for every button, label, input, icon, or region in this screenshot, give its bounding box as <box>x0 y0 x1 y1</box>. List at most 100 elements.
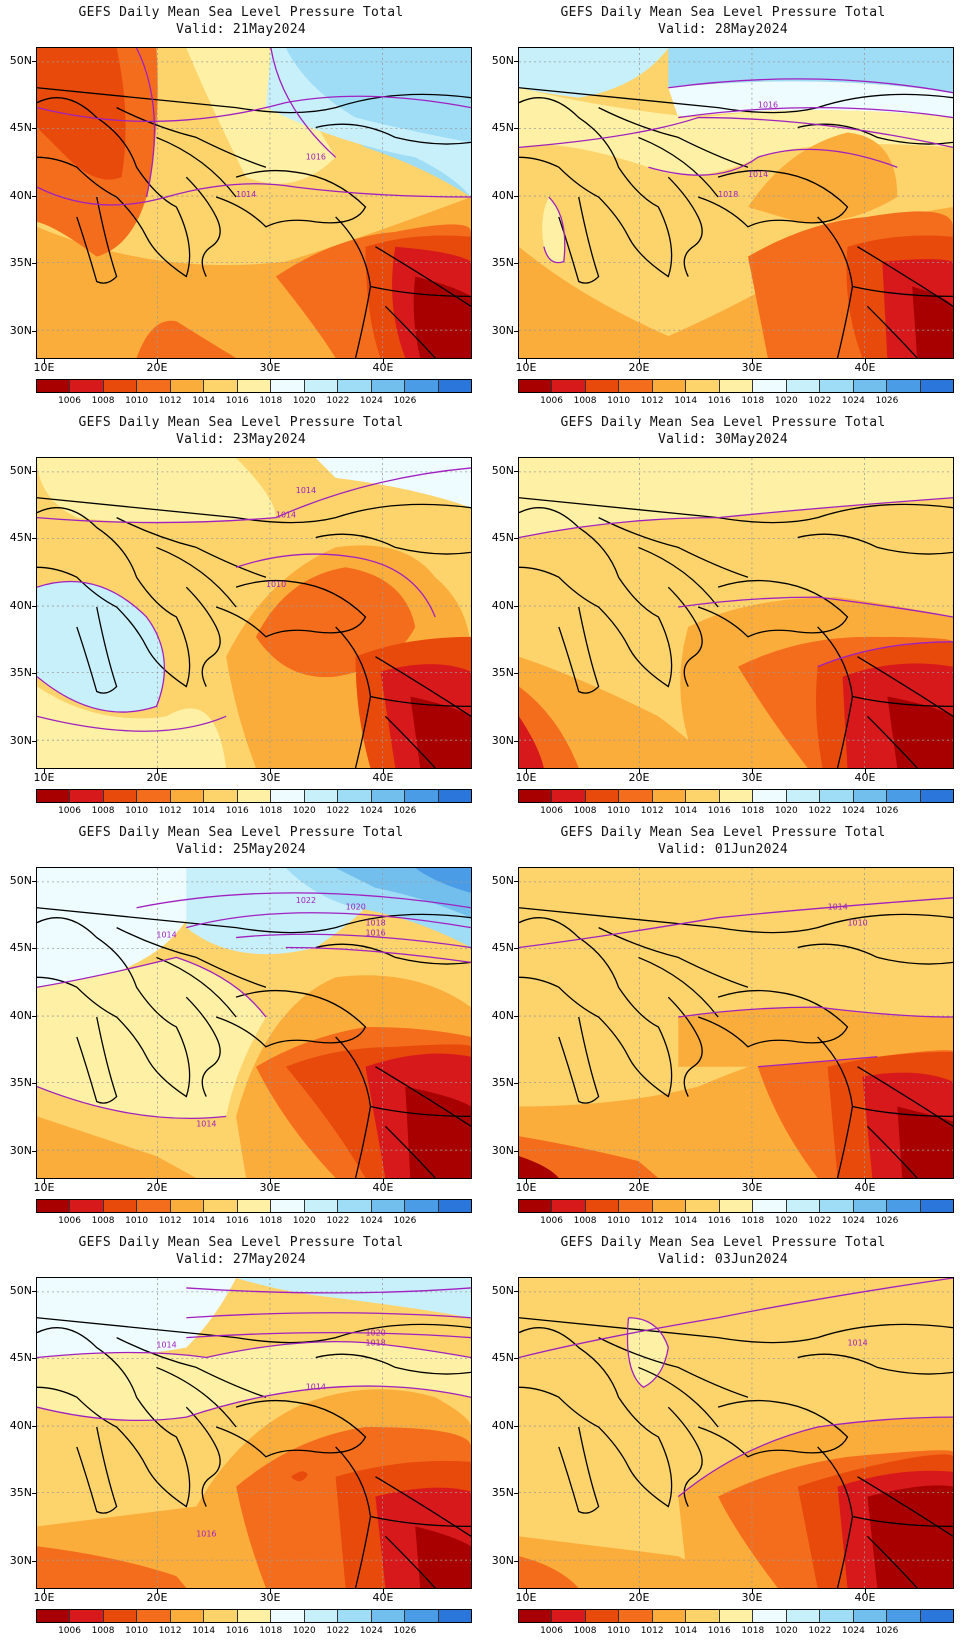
latitude-label: 35N <box>491 666 514 679</box>
coastline <box>598 517 749 578</box>
coastline <box>76 1016 118 1104</box>
isobar-line <box>543 196 566 264</box>
colorbar-label: 1014 <box>674 396 698 406</box>
latitude-tick <box>32 948 36 949</box>
coastline <box>667 1406 703 1507</box>
latitude-label: 35N <box>491 256 514 269</box>
colorbar-label: 1016 <box>225 1626 249 1636</box>
colorbar-swatch <box>519 380 553 392</box>
coastline <box>866 1125 918 1178</box>
colorbar-label: 1020 <box>774 396 798 406</box>
isobar-label: 1014 <box>306 1382 326 1391</box>
coastline <box>156 546 237 608</box>
coastline <box>638 546 719 608</box>
longitude-tick <box>639 1179 640 1184</box>
longitude-tick <box>44 1589 45 1594</box>
coastline <box>866 1535 918 1588</box>
longitude-tick <box>270 359 271 364</box>
latitude-tick <box>32 263 36 264</box>
latitude-tick <box>514 1151 518 1152</box>
longitude-tick <box>639 1589 640 1594</box>
pressure-band <box>290 1471 308 1482</box>
isobar-label: 1010 <box>847 919 867 928</box>
colorbar-label: 1010 <box>607 396 631 406</box>
colorbar-swatch <box>619 380 653 392</box>
latitude-tick <box>514 471 518 472</box>
coastline <box>370 285 471 298</box>
isobar-label: 1018 <box>365 919 385 928</box>
coastline <box>384 1125 436 1178</box>
colorbar-swatch <box>170 380 205 392</box>
colorbar-label: 1020 <box>774 1216 798 1226</box>
latitude-tick <box>514 1291 518 1292</box>
latitude-label: 50N <box>491 464 514 477</box>
panel-title-text: GEFS Daily Mean Sea Level Pressure Total <box>560 5 886 20</box>
panel-title: GEFS Daily Mean Sea Level Pressure Total… <box>0 414 482 448</box>
coastline <box>185 1406 221 1507</box>
pressure-band <box>668 81 953 118</box>
isobar-label: 1016 <box>365 929 385 938</box>
panel-title-text: GEFS Daily Mean Sea Level Pressure Total <box>78 5 404 20</box>
colorbar-label: 1006 <box>58 396 81 406</box>
latitude-label: 40N <box>9 1419 32 1432</box>
colorbar-swatch <box>271 790 305 802</box>
pressure-band <box>37 868 207 988</box>
colorbar-label: 1022 <box>326 396 350 406</box>
colorbar-swatch <box>585 1200 620 1212</box>
coastline <box>185 586 221 687</box>
coastline <box>667 996 703 1097</box>
isobar-line <box>519 897 953 949</box>
colorbar-label: 1010 <box>125 1216 149 1226</box>
longitude-label: 30E <box>259 1181 281 1194</box>
colorbar-swatch <box>753 380 787 392</box>
colorbar-swatch <box>304 790 339 802</box>
longitude-tick <box>639 359 640 364</box>
colorbar-swatch <box>519 1610 553 1622</box>
isobar-line <box>37 183 471 206</box>
panel-title: GEFS Daily Mean Sea Level Pressure Total… <box>482 414 964 448</box>
pressure-band <box>255 567 416 678</box>
isobar-label: 1016 <box>196 1529 216 1538</box>
coastline <box>384 305 436 358</box>
colorbar-label: 1008 <box>573 806 597 816</box>
colorbar-label: 1018 <box>741 1626 765 1636</box>
coastline <box>116 107 267 168</box>
map-panel: GEFS Daily Mean Sea Level Pressure Total… <box>0 410 482 820</box>
isobar-line <box>678 596 953 618</box>
latitude-tick <box>32 331 36 332</box>
colorbar-swatch <box>619 1200 653 1212</box>
longitude-tick <box>526 769 527 774</box>
latitude-tick <box>514 881 518 882</box>
isobar-label: 1014 <box>847 1339 867 1348</box>
pressure-band <box>519 458 953 538</box>
longitude-tick <box>526 359 527 364</box>
coastline <box>558 1426 600 1514</box>
colorbar-label: 1026 <box>393 1216 417 1226</box>
isobar-label: 1010 <box>266 580 286 589</box>
longitude-label: 30E <box>259 361 281 374</box>
colorbar-swatch <box>70 1200 104 1212</box>
colorbar-swatch <box>820 1610 854 1622</box>
colorbar-label: 1006 <box>58 1626 81 1636</box>
coastline <box>598 1337 749 1398</box>
longitude-label: 10E <box>515 361 537 374</box>
colorbar-swatch <box>137 790 171 802</box>
isobar-line <box>136 892 471 909</box>
longitude-label: 10E <box>33 1181 55 1194</box>
colorbar-label: 1018 <box>259 1216 283 1226</box>
colorbar-label: 1020 <box>774 1626 798 1636</box>
isobar-label: 1020 <box>346 903 366 912</box>
latitude-label: 30N <box>491 1144 514 1157</box>
panel-title: GEFS Daily Mean Sea Level Pressure Total… <box>482 824 964 858</box>
panel-valid-date: Valid: 25May2024 <box>175 842 307 857</box>
coastline <box>857 1066 953 1127</box>
longitude-label: 20E <box>146 1591 168 1604</box>
latitude-tick <box>514 1493 518 1494</box>
colorbar <box>518 1199 954 1213</box>
colorbar-swatch <box>103 1610 138 1622</box>
longitude-label: 30E <box>741 361 763 374</box>
colorbar-swatch <box>338 1200 372 1212</box>
coastline <box>315 1353 471 1375</box>
latitude-tick <box>32 471 36 472</box>
colorbar <box>36 1609 472 1623</box>
